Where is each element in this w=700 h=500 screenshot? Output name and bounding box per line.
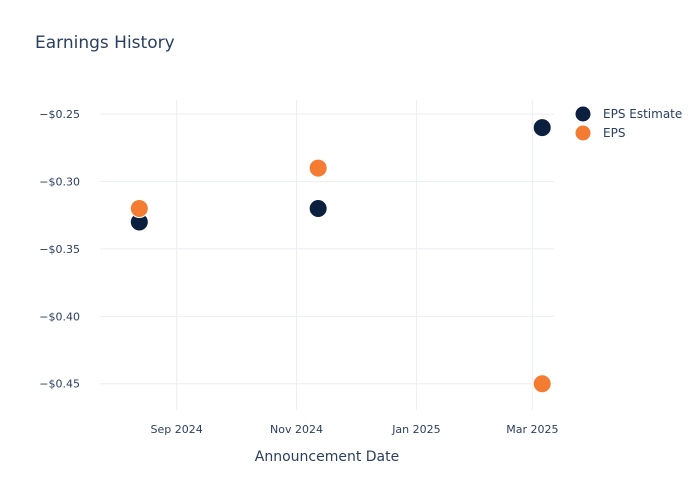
y-tick-label: −$0.45 (39, 378, 80, 391)
data-point[interactable] (308, 199, 328, 218)
data-point[interactable] (532, 118, 552, 138)
x-tick-label: Nov 2024 (270, 423, 323, 436)
x-tick-label: Jan 2025 (391, 423, 440, 436)
y-tick-label: −$0.35 (39, 243, 80, 256)
y-tick-label: −$0.40 (39, 310, 80, 323)
data-point[interactable] (532, 374, 552, 394)
data-point[interactable] (129, 199, 149, 218)
y-tick-label: −$0.25 (39, 108, 80, 121)
legend-marker (574, 124, 592, 142)
x-axis-title: Announcement Date (255, 449, 399, 465)
chart-title: Earnings History (35, 33, 175, 53)
legend-marker (574, 105, 592, 123)
legend-label: EPS (603, 126, 625, 140)
legend-label: EPS Estimate (603, 107, 682, 121)
y-tick-label: −$0.30 (39, 176, 80, 189)
x-tick-label: Sep 2024 (151, 423, 203, 436)
x-tick-label: Mar 2025 (506, 423, 558, 436)
data-point[interactable] (308, 158, 328, 178)
